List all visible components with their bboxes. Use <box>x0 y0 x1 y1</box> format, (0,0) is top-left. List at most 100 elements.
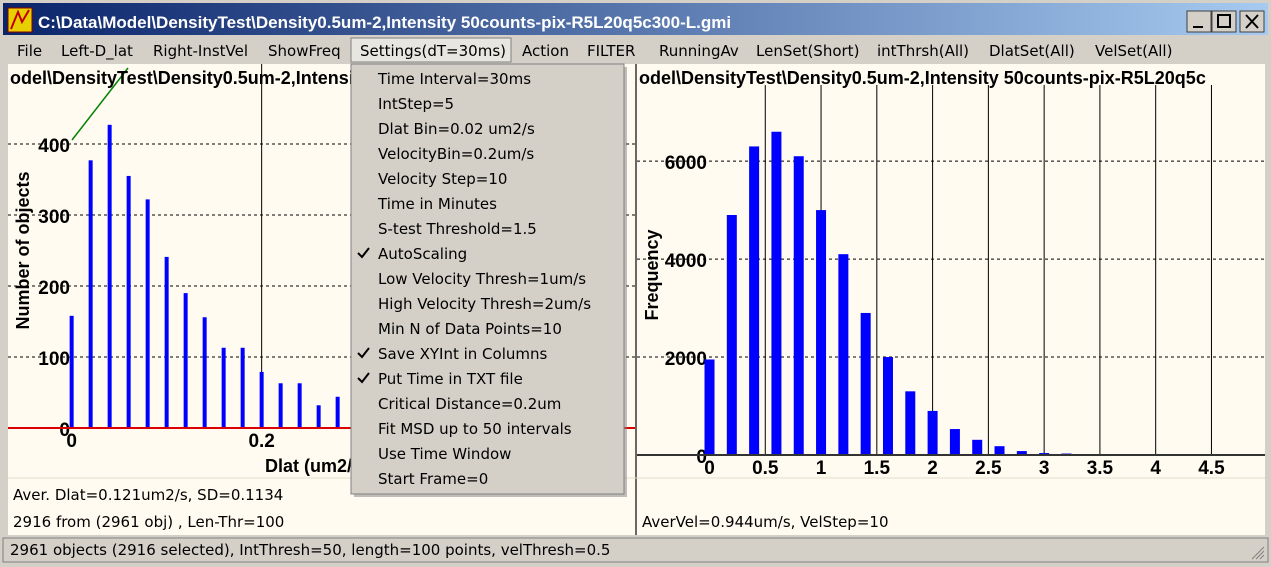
panel-header: odel\DensityTest\Density0.5um-2,Intensit… <box>639 68 1206 88</box>
y-tick-label: 300 <box>38 207 70 228</box>
status-bar <box>2 537 1269 563</box>
bar <box>726 215 737 455</box>
dropdown-item[interactable]: IntStep=5 <box>378 95 454 113</box>
dropdown-item[interactable]: Use Time Window <box>378 445 511 463</box>
y-tick-label: 6000 <box>665 153 707 174</box>
bar <box>771 131 782 456</box>
dropdown-item[interactable]: Critical Distance=0.2um <box>378 395 561 413</box>
x-tick-label: 2.5 <box>975 458 1002 479</box>
y-axis-label: Frequency <box>642 229 662 320</box>
bar <box>816 210 827 455</box>
menu-item[interactable]: intThrsh(All) <box>877 42 969 60</box>
bar <box>221 347 226 428</box>
bar <box>145 199 150 428</box>
dropdown-item[interactable]: Save XYInt in Columns <box>378 345 547 363</box>
bar <box>297 383 302 428</box>
x-tick-label: 0.2 <box>248 431 274 452</box>
menu-item[interactable]: DlatSet(All) <box>989 42 1075 60</box>
menu-item[interactable]: ShowFreq <box>268 42 341 60</box>
check-mark <box>357 372 370 384</box>
dropdown-item[interactable]: Velocity Step=10 <box>378 170 507 188</box>
bar <box>164 256 169 428</box>
menu-item[interactable]: RunningAv <box>659 42 739 60</box>
info-area: Aver. Dlat=0.121um2/s, SD=0.1134 2916 fro… <box>13 486 888 531</box>
dropdown-item[interactable]: S-test Threshold=1.5 <box>378 220 537 238</box>
bar <box>1016 451 1027 455</box>
menu-item[interactable]: FILTER <box>587 42 635 60</box>
info-line: Aver. Dlat=0.121um2/s, SD=0.1134 <box>13 486 283 504</box>
title-bar <box>3 3 1268 35</box>
x-tick-label: 3.5 <box>1087 458 1114 479</box>
settings-dropdown: Time Interval=30ms IntStep=5 Dlat Bin=0.02… <box>350 63 627 497</box>
right-chart: odel\DensityTest\Density0.5um-2,Intensit… <box>637 68 1265 479</box>
bar <box>793 156 804 455</box>
bar <box>972 439 983 455</box>
check-mark <box>357 347 370 359</box>
dropdown-item[interactable]: Put Time in TXT file <box>378 370 523 388</box>
bar <box>88 160 93 428</box>
status-text: 2961 objects (2916 selected), IntThresh=… <box>10 541 610 559</box>
bar <box>107 124 112 428</box>
menu-item[interactable]: Right-InstVel <box>153 42 248 60</box>
x-tick-label: 3 <box>1039 458 1050 479</box>
check-mark <box>357 247 370 259</box>
dropdown-item[interactable]: Fit MSD up to 50 intervals <box>378 420 572 438</box>
bar <box>838 254 849 455</box>
bar <box>994 446 1005 455</box>
bar <box>316 405 321 428</box>
resize-grip <box>1251 546 1265 560</box>
bar <box>69 315 74 428</box>
x-tick-label: 2 <box>927 458 938 479</box>
bar <box>240 347 245 428</box>
bar <box>259 371 264 428</box>
dropdown-item[interactable]: Time in Minutes <box>377 195 497 213</box>
y-tick-label: 0 <box>59 420 70 441</box>
y-tick-label: 100 <box>38 349 70 370</box>
bar <box>949 429 960 455</box>
window-buttons[interactable] <box>1186 10 1265 33</box>
x-tick-label: 0 <box>66 431 77 452</box>
bar <box>905 391 916 455</box>
dropdown-item[interactable]: High Velocity Thresh=2um/s <box>378 295 591 313</box>
x-tick-label: 0.5 <box>752 458 779 479</box>
bar <box>927 410 938 455</box>
y-tick-label: 200 <box>38 278 70 299</box>
menu-item[interactable]: File <box>17 42 42 60</box>
info-line: 2916 from (2961 obj) , Len-Thr=100 <box>13 513 284 531</box>
dropdown-panel <box>350 63 625 495</box>
dropdown-item[interactable]: Dlat Bin=0.02 um2/s <box>378 120 535 138</box>
bar <box>278 383 283 428</box>
info-line: AverVel=0.944um/s, VelStep=10 <box>642 513 888 531</box>
bar <box>749 146 760 455</box>
x-tick-label: 1 <box>816 458 827 479</box>
y-tick-label: 2000 <box>665 349 707 370</box>
menu-item[interactable]: LenSet(Short) <box>756 42 859 60</box>
bar <box>202 317 207 428</box>
maximize-icon <box>1217 14 1231 28</box>
bar <box>335 396 340 428</box>
menu-item[interactable]: Settings(dT=30ms) <box>360 42 506 60</box>
bar <box>126 175 131 428</box>
y-axis-label: Number of objects <box>13 171 33 329</box>
right-panel <box>637 64 1265 535</box>
x-axis-label: Dlat (um2/s) <box>265 456 368 476</box>
y-tick-label: 4000 <box>665 251 707 272</box>
dropdown-item[interactable]: Time Interval=30ms <box>377 70 531 88</box>
menu-item[interactable]: Action <box>522 42 569 60</box>
dropdown-item[interactable]: VelocityBin=0.2um/s <box>378 145 534 163</box>
bar <box>860 312 871 455</box>
minimize-button[interactable] <box>1186 10 1212 33</box>
y-tick-label: 400 <box>38 136 70 157</box>
dropdown-item[interactable]: Start Frame=0 <box>378 470 488 488</box>
app-icon-mark <box>10 9 30 30</box>
x-tick-label: 4 <box>1150 458 1161 479</box>
dropdown-item[interactable]: Low Velocity Thresh=1um/s <box>378 270 586 288</box>
dropdown-item[interactable]: Min N of Data Points=10 <box>378 320 562 338</box>
menu-item[interactable]: Left-D_lat <box>61 42 133 61</box>
bar <box>183 293 188 428</box>
menu-item[interactable]: VelSet(All) <box>1095 42 1172 60</box>
dropdown-item[interactable]: AutoScaling <box>378 245 467 263</box>
menu-bar: File Left-D_lat Right-InstVel ShowFreq Setti… <box>17 37 1172 63</box>
